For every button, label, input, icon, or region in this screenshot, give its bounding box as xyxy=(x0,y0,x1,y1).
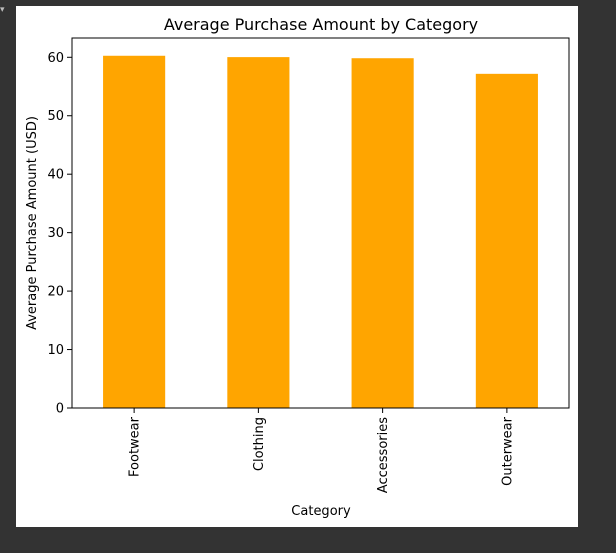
bar-clothing xyxy=(227,57,290,409)
y-axis-ticks: 0 10 20 30 40 50 60 xyxy=(47,51,72,417)
y-tick-label: 40 xyxy=(47,168,64,183)
y-tick-label: 50 xyxy=(47,109,64,124)
collapse-caret-icon[interactable]: ▾ xyxy=(0,5,5,15)
y-tick-label: 20 xyxy=(47,285,64,300)
x-tick-label: Footwear xyxy=(128,416,143,477)
chart-canvas: Average Purchase Amount by Category Foot… xyxy=(16,6,578,527)
x-tick-label: Accessories xyxy=(376,417,391,493)
y-tick-label: 0 xyxy=(56,402,64,417)
y-tick-label: 60 xyxy=(47,51,64,66)
x-tick-label: Outerwear xyxy=(500,416,515,486)
bar-chart: Average Purchase Amount by Category Foot… xyxy=(25,15,570,519)
y-tick-label: 30 xyxy=(47,226,64,241)
y-axis-label: Average Purchase Amount (USD) xyxy=(25,116,40,330)
bar-group xyxy=(103,55,538,409)
y-tick-label: 10 xyxy=(47,343,64,358)
chart-title: Average Purchase Amount by Category xyxy=(164,15,478,34)
x-axis-ticks: Footwear Clothing Accessories Outerwear xyxy=(128,408,515,493)
bar-footwear xyxy=(103,55,166,409)
x-axis-label: Category xyxy=(291,504,351,519)
plot-frame xyxy=(71,37,570,409)
bar-outerwear xyxy=(475,73,538,408)
bar-accessories xyxy=(351,58,414,408)
x-tick-label: Clothing xyxy=(252,417,267,471)
